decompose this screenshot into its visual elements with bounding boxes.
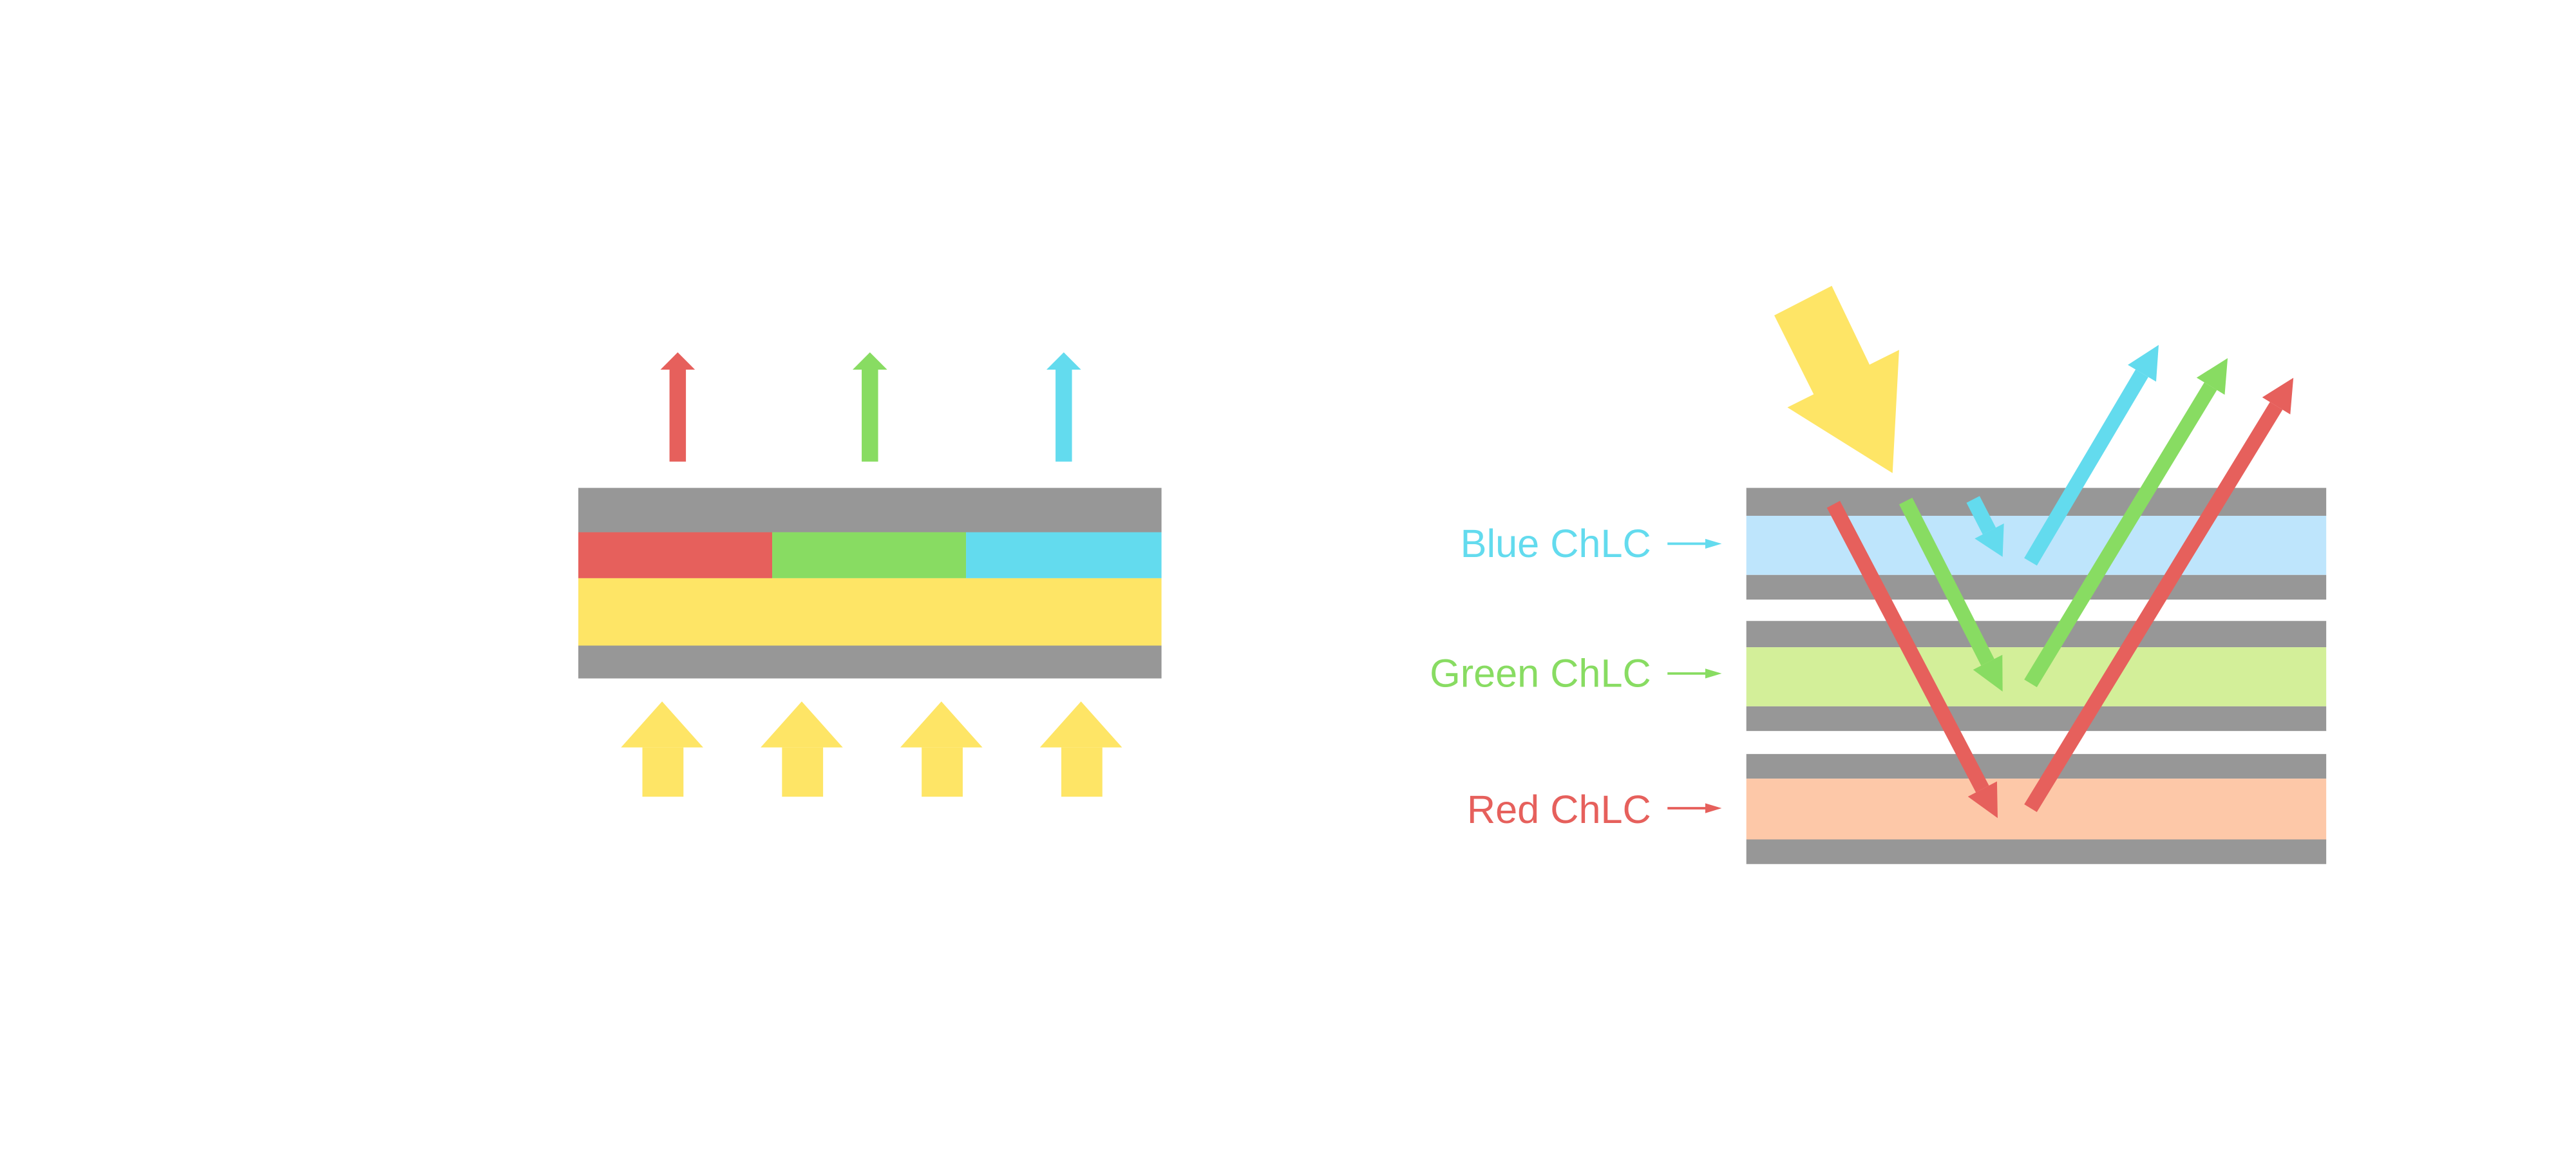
green-chlc-label: Green ChLC — [1430, 651, 1651, 695]
bottom-gray-layer — [578, 645, 1162, 679]
cyan-incident-arrow — [1966, 496, 2004, 557]
cyan-incident-arrow-head — [1975, 523, 2004, 557]
red-incident-arrow — [1826, 500, 1998, 818]
cyan-filter — [966, 532, 1162, 578]
green-label-pointer-arrow — [1667, 668, 1722, 679]
green-reflected-arrow-shaft — [2024, 382, 2217, 688]
yellow-input-arrow — [621, 701, 703, 797]
green-incident-arrow-shaft — [1899, 497, 1994, 666]
red-chlc-stack — [1746, 753, 2327, 864]
blue-label-pointer-arrow — [1667, 538, 1722, 549]
green-output-arrow — [853, 352, 887, 462]
green-incident-arrow — [1899, 497, 2003, 692]
yellow-input-arrow — [1039, 701, 1122, 797]
yellow-input-arrow — [900, 701, 983, 797]
incident-light-arrow — [1774, 285, 1899, 473]
red-chlc-label: Red ChLC — [1467, 788, 1651, 831]
top-gray-layer — [578, 487, 1162, 533]
left-diagram — [578, 352, 1162, 797]
red-filter — [578, 532, 773, 578]
cyan-output-arrow — [1046, 352, 1081, 462]
right-diagram: Blue ChLC Green ChLC Red ChLC — [1430, 285, 2327, 864]
green-filter — [772, 532, 967, 578]
red-incident-arrow-head — [1967, 781, 1998, 818]
cyan-incident-arrow-shaft — [1966, 496, 1996, 534]
red-incident-arrow-shaft — [1826, 500, 1989, 793]
green-reflected-arrow — [2024, 358, 2228, 688]
cyan-reflected-arrow — [2024, 345, 2159, 566]
yellow-input-arrow — [761, 701, 843, 797]
cyan-reflected-arrow-shaft — [2024, 369, 2148, 566]
red-output-arrow — [660, 352, 696, 462]
green-incident-arrow-head — [1973, 654, 2003, 692]
yellow-backlight-layer — [578, 578, 1162, 646]
red-label-pointer-arrow — [1667, 803, 1722, 813]
blue-chlc-label: Blue ChLC — [1461, 522, 1651, 565]
cyan-reflected-arrow-head — [2128, 345, 2159, 382]
red-reflected-arrow — [2024, 377, 2294, 813]
red-reflected-arrow-shaft — [2024, 402, 2283, 813]
green-reflected-arrow-head — [2196, 358, 2228, 395]
red-reflected-arrow-head — [2262, 377, 2294, 415]
